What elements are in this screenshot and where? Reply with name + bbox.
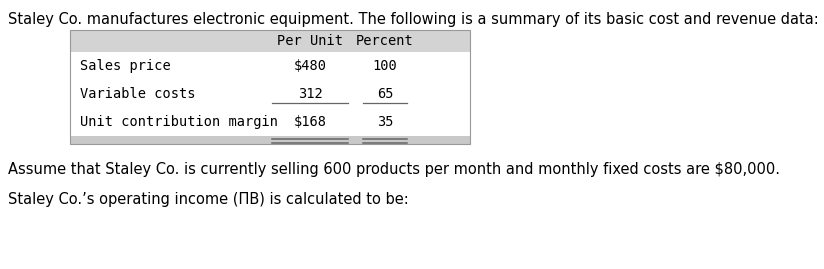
- Text: Staley Co. manufactures electronic equipment. The following is a summary of its : Staley Co. manufactures electronic equip…: [8, 12, 819, 27]
- Bar: [70, 30, 470, 144]
- Text: 65: 65: [377, 87, 393, 101]
- Text: 100: 100: [372, 59, 397, 73]
- Text: Staley Co.’s operating income (ΠB) is calculated to be:: Staley Co.’s operating income (ΠB) is ca…: [8, 192, 409, 207]
- Text: Variable costs: Variable costs: [80, 87, 195, 101]
- Bar: [70, 30, 470, 52]
- Text: 312: 312: [297, 87, 322, 101]
- Text: $480: $480: [293, 59, 326, 73]
- Text: 35: 35: [377, 115, 393, 129]
- Bar: [70, 136, 470, 144]
- Text: Per Unit: Per Unit: [277, 34, 343, 48]
- Text: Assume that Staley Co. is currently selling 600 products per month and monthly f: Assume that Staley Co. is currently sell…: [8, 162, 780, 177]
- Text: Percent: Percent: [356, 34, 414, 48]
- Text: Unit contribution margin: Unit contribution margin: [80, 115, 278, 129]
- Text: Sales price: Sales price: [80, 59, 171, 73]
- Text: $168: $168: [293, 115, 326, 129]
